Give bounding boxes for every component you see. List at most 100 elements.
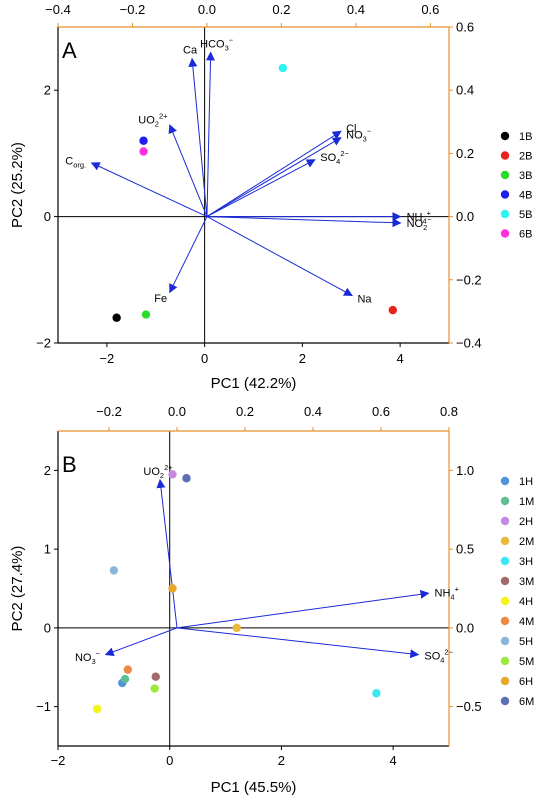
loading-label: NO3− xyxy=(75,649,100,666)
score-point-6B xyxy=(139,147,148,156)
score-point-2H xyxy=(168,470,177,479)
legend-label: 1H xyxy=(519,476,533,488)
right-tick-label: 0.0 xyxy=(456,620,474,635)
score-point-6M xyxy=(182,474,191,483)
top-tick-label: 0.4 xyxy=(304,404,322,419)
x-tick-label: −2 xyxy=(99,351,114,366)
score-point-5B xyxy=(278,63,288,73)
top-tick-label: 0.8 xyxy=(440,404,458,419)
y-tick-label: 0 xyxy=(44,620,51,635)
top-tick-label: 0.0 xyxy=(168,404,186,419)
score-point-1B xyxy=(112,313,121,322)
right-tick-label: 0.0 xyxy=(456,209,474,224)
x-tick-label: 2 xyxy=(278,753,285,768)
legend-marker xyxy=(500,676,510,686)
legend-label: 5M xyxy=(519,656,534,668)
score-point-2B xyxy=(388,305,397,315)
legend-label: 6B xyxy=(519,229,532,241)
top-tick-label: −0.4 xyxy=(45,2,71,17)
legend-label: 5B xyxy=(519,209,532,221)
top-tick-label: 0.6 xyxy=(421,2,439,17)
loading-label: Corg. xyxy=(65,155,86,169)
legend-label: 3H xyxy=(519,556,533,568)
legend-marker xyxy=(500,190,510,199)
legend-marker xyxy=(500,209,510,219)
x-tick-label: 4 xyxy=(390,753,397,768)
panel-label: B xyxy=(62,452,77,477)
score-point-5M xyxy=(150,684,159,693)
top-tick-label: 0.4 xyxy=(347,2,365,17)
loading-arrow xyxy=(168,124,208,217)
y-tick-label: 2 xyxy=(44,83,51,98)
y-tick-label: −1 xyxy=(36,699,51,714)
legend-label: 2M xyxy=(519,536,534,548)
y-tick-label: 1 xyxy=(44,542,51,557)
legend-label: 3M xyxy=(519,576,534,588)
top-tick-label: −0.2 xyxy=(96,404,122,419)
loading-arrow xyxy=(188,57,208,217)
right-tick-label: 0.2 xyxy=(456,146,474,161)
score-point-4M xyxy=(123,665,133,674)
score-point-3H xyxy=(372,689,381,698)
loading-arrow xyxy=(206,159,316,218)
right-tick-label: 0.4 xyxy=(456,83,474,98)
loading-arrow xyxy=(206,130,342,218)
loading-label: NH4+ xyxy=(407,209,431,226)
legend-label: 3B xyxy=(519,170,532,182)
x-tick-label: 2 xyxy=(299,351,306,366)
legend-label: 4H xyxy=(519,596,533,608)
legend-label: 5H xyxy=(519,636,533,648)
right-tick-label: 1.0 xyxy=(456,463,474,478)
loading-label: NO3− xyxy=(346,127,371,144)
score-point-1M xyxy=(120,674,130,684)
loading-label: NO2− xyxy=(407,215,432,232)
top-tick-label: 0.0 xyxy=(198,2,216,17)
legend-label: 4B xyxy=(519,190,532,202)
panel-label: A xyxy=(62,38,77,63)
loading-label: NH4+ xyxy=(435,584,459,601)
legend-marker xyxy=(500,476,510,486)
top-tick-label: 0.2 xyxy=(236,404,254,419)
top-tick-label: 0.6 xyxy=(372,404,390,419)
y-tick-label: −2 xyxy=(36,336,51,351)
x-tick-label: −2 xyxy=(51,753,66,768)
loading-arrow xyxy=(169,216,208,294)
legend-label: 2B xyxy=(519,151,532,163)
right-tick-label: −0.2 xyxy=(456,272,482,287)
x-axis-title: PC1 (45.5%) xyxy=(211,779,297,796)
loading-label: HCO3− xyxy=(200,35,233,52)
legend-marker xyxy=(500,151,510,160)
x-tick-label: 0 xyxy=(166,753,173,768)
score-point-4H xyxy=(92,704,102,714)
loading-label: Fe xyxy=(154,293,167,305)
legend-marker xyxy=(500,616,510,626)
loading-label: Ca xyxy=(183,45,198,57)
legend-label: 6H xyxy=(519,676,533,688)
legend-label: 1B xyxy=(519,131,532,143)
score-point-4B xyxy=(139,136,148,145)
right-tick-label: −0.5 xyxy=(456,699,482,714)
legend-marker xyxy=(500,656,510,666)
legend-marker xyxy=(500,536,510,546)
legend-label: 1M xyxy=(519,496,534,508)
legend-marker xyxy=(500,596,510,606)
legend-marker xyxy=(500,496,510,506)
right-tick-label: 0.6 xyxy=(456,20,474,35)
score-point-3M xyxy=(151,672,160,681)
y-tick-label: 0 xyxy=(44,209,51,224)
loading-label: SO42− xyxy=(320,149,349,166)
x-tick-label: 4 xyxy=(397,351,404,366)
loading-label: SO42− xyxy=(424,647,453,664)
loading-label: Na xyxy=(357,293,372,305)
score-point-5H xyxy=(109,566,119,575)
loading-arrow xyxy=(176,627,420,659)
panel-b: −2 0 2 4 −1 0 1 2 −0.2 0.0 0.2 0.4 0.6 0.8 −0.5 0.0 0.5 1… xyxy=(9,404,534,796)
x-axis-title: PC1 (42.2%) xyxy=(211,375,297,392)
score-point-3B xyxy=(141,310,151,319)
legend-marker xyxy=(500,516,510,526)
loading-arrow xyxy=(176,589,430,629)
legend-marker xyxy=(500,131,510,141)
legend-label: 2H xyxy=(519,516,533,528)
loading-arrow xyxy=(206,137,342,218)
